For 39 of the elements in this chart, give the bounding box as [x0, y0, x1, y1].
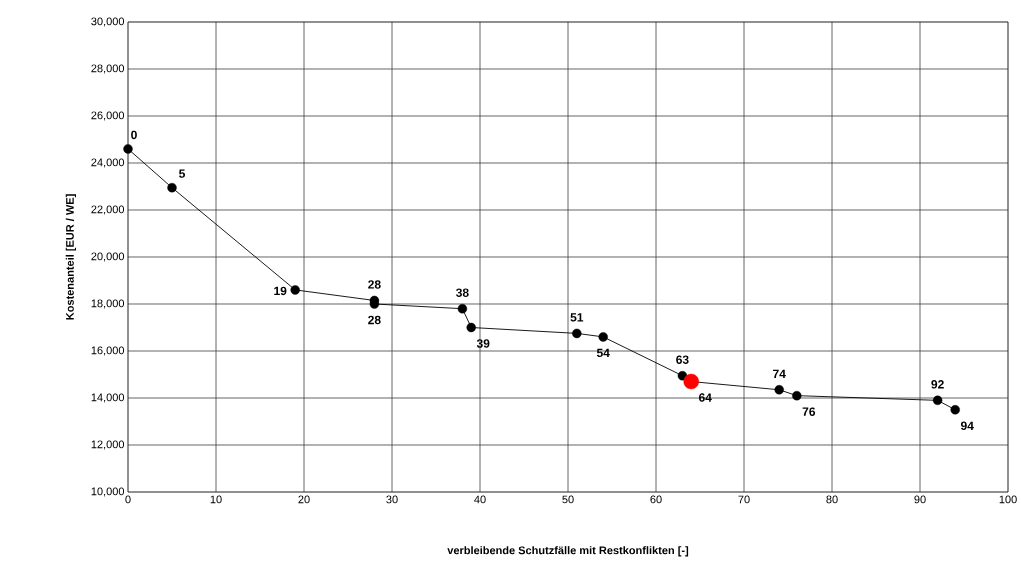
annotation: 5 [179, 169, 186, 178]
annotation: 76 [802, 407, 816, 416]
x-tick-label: 90 [914, 495, 926, 504]
x-tick-label: 10 [210, 495, 222, 504]
annotation: 0 [131, 130, 137, 140]
x-tick-label: 30 [386, 495, 398, 504]
y-tick-label: 20,000 [91, 252, 125, 262]
y-axis-title: Kostenanteil [EUR / WE] [65, 194, 76, 320]
x-axis-title: verbleibende Schutzfälle mit Restkonflikten [-] [447, 546, 689, 557]
annotation: 63 [676, 355, 689, 364]
annotation: 39 [476, 339, 490, 348]
x-tick-label: 100 [999, 495, 1017, 504]
annotation: 94 [960, 421, 974, 431]
annotation: 19 [274, 286, 287, 296]
annotation: 92 [931, 380, 944, 389]
annotation: 28 [368, 280, 381, 289]
annotation: 28 [368, 315, 381, 325]
y-tick-label: 22,000 [91, 205, 125, 215]
y-tick-label: 10,000 [91, 487, 125, 497]
x-tick-label: 70 [738, 495, 750, 504]
y-tick-label: 12,000 [91, 440, 125, 450]
annotation: 51 [570, 313, 584, 322]
annotation: 38 [456, 288, 469, 297]
x-tick-label: 50 [562, 495, 574, 504]
x-tick-label: 80 [826, 495, 838, 504]
x-tick-label: 60 [650, 495, 662, 504]
y-tick-label: 14,000 [91, 393, 125, 403]
y-tick-label: 24,000 [91, 158, 125, 168]
y-tick-label: 30,000 [91, 17, 125, 27]
x-tick-label: 20 [298, 495, 310, 504]
annotation: 74 [773, 369, 786, 378]
annotation: 54 [596, 348, 610, 358]
y-tick-label: 18,000 [91, 299, 125, 309]
x-tick-label: 0 [125, 495, 131, 504]
annotation: 64 [698, 393, 712, 402]
y-tick-label: 16,000 [91, 346, 125, 356]
y-tick-label: 26,000 [91, 111, 125, 121]
x-tick-label: 40 [474, 495, 486, 504]
y-tick-label: 28,000 [91, 64, 125, 74]
